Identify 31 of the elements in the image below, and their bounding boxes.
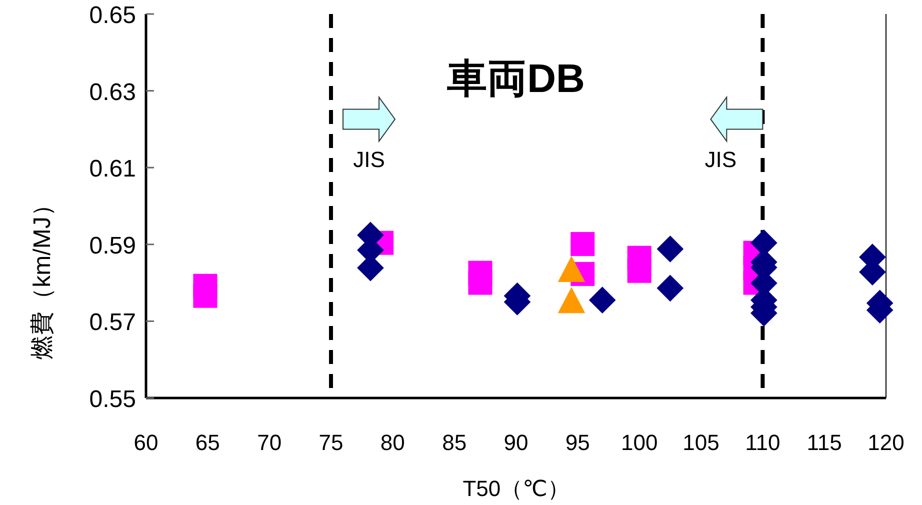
text: 車両DB (446, 57, 585, 101)
x-tick-label: 110 (745, 430, 780, 455)
x-tick-label: 115 (806, 430, 842, 455)
y-tick-label: 0.55 (89, 386, 136, 413)
x-tick-label: 90 (504, 430, 528, 455)
y-tick-label: 0.63 (89, 78, 136, 106)
y-tick-label: 0.61 (89, 156, 136, 183)
x-tick-label: 85 (442, 430, 467, 455)
annotation: JIS (353, 147, 385, 172)
annotation: JIS (704, 147, 737, 172)
y-tick-label: 0.57 (89, 309, 136, 336)
point (627, 258, 652, 283)
y-tick-label: 0.65 (89, 2, 136, 29)
point (193, 284, 218, 308)
x-axis-title: T50（℃） (462, 476, 570, 501)
x-tick-label: 75 (318, 430, 344, 455)
point (657, 275, 684, 302)
point (657, 236, 684, 262)
point (468, 270, 492, 295)
y-axis-title: 燃費（km/MJ） (29, 192, 56, 360)
x-tick-label: 80 (380, 430, 405, 455)
x-tick-label: 100 (620, 430, 658, 455)
x-tick-label: 70 (257, 430, 282, 455)
point (570, 232, 595, 256)
x-tick-label: 95 (565, 430, 590, 455)
point (589, 287, 616, 314)
x-tick-label: 105 (682, 430, 720, 455)
y-tick-label: 0.59 (89, 232, 136, 260)
x-tick-label: 65 (195, 430, 220, 455)
x-tick-label: 60 (134, 430, 158, 455)
x-tick-label: 120 (868, 430, 904, 455)
